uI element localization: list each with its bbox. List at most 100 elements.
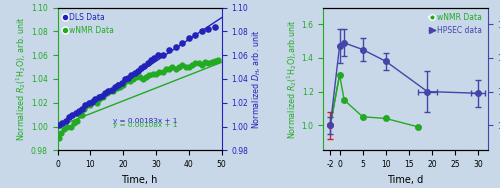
DLS Data (121, 77, 129, 80)
wNMR Data (76, 113, 84, 116)
wNMR Data (66, 125, 74, 128)
DLS Data (55, 124, 63, 127)
DLS Data (82, 104, 90, 107)
DLS Data (118, 81, 126, 84)
wNMR Data (57, 131, 65, 134)
DLS Data (101, 92, 109, 95)
DLS Data (62, 119, 70, 122)
wNMR Data (139, 77, 147, 80)
DLS Data (140, 64, 148, 67)
wNMR Data (112, 87, 120, 90)
wNMR Data (175, 66, 183, 69)
wNMR Data (100, 95, 108, 98)
wNMR Data (142, 75, 150, 78)
wNMR Data (178, 63, 186, 66)
DLS Data (94, 95, 102, 98)
wNMR Data (188, 63, 196, 66)
DLS Data (68, 113, 76, 116)
DLS Data (150, 56, 158, 59)
wNMR Data (156, 70, 164, 73)
wNMR Data (94, 98, 102, 101)
DLS Data (211, 25, 219, 28)
wNMR Data (96, 95, 104, 98)
wNMR Data (106, 89, 114, 92)
DLS Data (58, 121, 66, 124)
wNMR Data (73, 119, 81, 122)
DLS Data (72, 112, 80, 115)
wNMR Data (168, 66, 176, 69)
wNMR Data (86, 104, 94, 107)
Text: y = 0.00108x + 1: y = 0.00108x + 1 (114, 122, 178, 128)
DLS Data (134, 69, 142, 72)
DLS Data (137, 67, 145, 70)
Legend: DLS Data, wNMR Data: DLS Data, wNMR Data (62, 11, 116, 36)
wNMR Data (83, 104, 91, 107)
wNMR Data (198, 63, 206, 66)
wNMR Data (126, 80, 134, 83)
wNMR Data (136, 75, 143, 78)
wNMR Data (64, 125, 72, 128)
wNMR Data (146, 74, 154, 77)
wNMR Data (102, 92, 110, 95)
DLS Data (104, 89, 112, 92)
wNMR Data (208, 61, 216, 64)
wNMR Data (114, 83, 122, 86)
wNMR Data (119, 83, 127, 86)
DLS Data (158, 54, 166, 57)
Text: b: b (322, 0, 330, 3)
wNMR Data (80, 107, 88, 110)
DLS Data (165, 49, 173, 52)
DLS Data (178, 42, 186, 45)
wNMR Data (122, 80, 130, 83)
Legend: wNMR Data, HPSEC data: wNMR Data, HPSEC data (427, 11, 484, 36)
DLS Data (130, 71, 138, 74)
wNMR Data (201, 61, 209, 64)
DLS Data (91, 98, 99, 101)
DLS Data (111, 86, 119, 89)
DLS Data (147, 58, 155, 61)
DLS Data (204, 27, 212, 30)
DLS Data (84, 101, 92, 104)
DLS Data (144, 62, 152, 65)
DLS Data (78, 107, 86, 110)
DLS Data (128, 74, 136, 77)
Text: a: a (56, 0, 64, 3)
wNMR Data (211, 60, 219, 63)
wNMR Data (182, 66, 190, 69)
wNMR Data (162, 68, 170, 71)
Y-axis label: Normalized $R_2$($^1$H$_2$O), arb. unit: Normalized $R_2$($^1$H$_2$O), arb. unit (14, 17, 28, 141)
DLS Data (108, 88, 116, 91)
wNMR Data (70, 121, 78, 124)
wNMR Data (132, 75, 140, 78)
wNMR Data (192, 62, 200, 65)
DLS Data (185, 37, 193, 40)
DLS Data (198, 30, 206, 33)
wNMR Data (152, 73, 160, 76)
wNMR Data (194, 62, 202, 65)
Y-axis label: Normalized $R_2$($^1$H$_2$O),arb.unit: Normalized $R_2$($^1$H$_2$O),arb.unit (285, 19, 299, 139)
wNMR Data (55, 137, 63, 140)
wNMR Data (78, 113, 86, 116)
wNMR Data (90, 99, 98, 102)
wNMR Data (204, 62, 212, 65)
wNMR Data (172, 68, 179, 71)
DLS Data (154, 54, 162, 57)
DLS Data (75, 110, 83, 113)
wNMR Data (148, 73, 156, 76)
Y-axis label: Normalized $D_H$, arb. unit: Normalized $D_H$, arb. unit (251, 29, 264, 129)
wNMR Data (158, 70, 166, 73)
X-axis label: Time, d: Time, d (388, 175, 424, 185)
wNMR Data (185, 66, 193, 69)
DLS Data (192, 33, 200, 36)
wNMR Data (110, 89, 118, 92)
DLS Data (98, 94, 106, 97)
wNMR Data (93, 101, 101, 104)
wNMR Data (129, 77, 137, 80)
DLS Data (172, 45, 179, 48)
wNMR Data (165, 68, 173, 71)
DLS Data (88, 100, 96, 103)
wNMR Data (60, 127, 68, 130)
DLS Data (65, 116, 73, 119)
wNMR Data (116, 86, 124, 89)
DLS Data (114, 83, 122, 86)
